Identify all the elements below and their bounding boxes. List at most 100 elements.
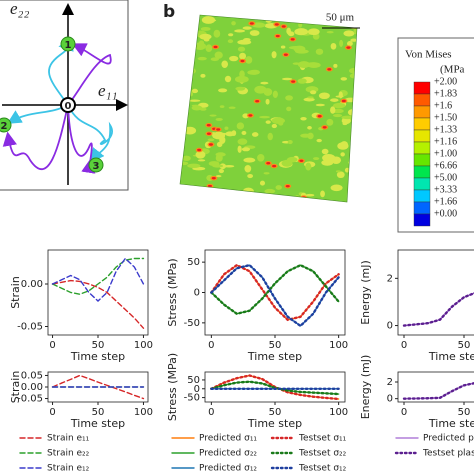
contour-blob xyxy=(263,172,270,175)
x-tick-label: 0 xyxy=(49,340,55,351)
panel-label: b xyxy=(163,2,175,22)
contour-blob xyxy=(247,174,254,179)
contour-blob xyxy=(229,55,239,62)
y-tick-label: 0 xyxy=(194,384,200,395)
contour-blob xyxy=(223,165,235,168)
contour-blob xyxy=(333,113,343,118)
contour-plot xyxy=(180,10,367,211)
contour-blob xyxy=(330,42,337,50)
hotspot xyxy=(213,45,218,49)
y-tick-label: -0.05 xyxy=(17,394,43,405)
contour-blob xyxy=(180,15,188,18)
contour-blob xyxy=(286,156,298,163)
contour-blob xyxy=(286,106,292,112)
y-tick-label: -50 xyxy=(184,393,200,404)
x-axis-label: Time step xyxy=(247,350,302,363)
colorbar-swatch xyxy=(413,165,431,179)
contour-blob xyxy=(297,61,310,69)
colorbar-frame xyxy=(397,37,474,233)
contour-blob xyxy=(356,156,357,163)
hotspot xyxy=(206,132,211,135)
axes-frame xyxy=(397,249,474,336)
legend-label: Testset σ₂₂ xyxy=(298,449,347,459)
contour-blob xyxy=(187,68,196,75)
legend-label: Testset σ₁₁ xyxy=(298,434,347,444)
contour-blob xyxy=(341,117,351,125)
contour-blob xyxy=(322,206,327,211)
series-line xyxy=(51,257,145,295)
contour-blob xyxy=(234,75,249,83)
x-tick-label: 50 xyxy=(458,340,471,351)
y-axis-label: Strain xyxy=(9,276,22,309)
x-tick-label: 100 xyxy=(329,407,348,418)
contour-blob xyxy=(356,98,357,105)
hotspot xyxy=(322,126,327,129)
contour-blob xyxy=(241,147,251,152)
hotspot xyxy=(249,22,254,25)
colorbar-label: +1.50 xyxy=(434,112,457,123)
contour-blob xyxy=(352,192,357,199)
hotspot xyxy=(283,53,288,56)
legend-label: Strain e₁₁ xyxy=(47,434,90,444)
contour-blob xyxy=(343,30,355,37)
hotspot xyxy=(272,164,277,168)
colorbar-unit: (MPa xyxy=(440,64,465,76)
plate-edge xyxy=(179,14,358,203)
hotspot xyxy=(290,38,295,41)
contour-blob xyxy=(330,106,336,114)
y-tick-label: 50 xyxy=(187,375,200,386)
colorbar-label: +1.16 xyxy=(434,136,457,147)
x-axis-label: Time step xyxy=(70,350,125,363)
x-tick-label: 50 xyxy=(269,407,282,418)
contour-blob xyxy=(303,97,315,102)
contour-blob xyxy=(187,163,201,169)
path-cyan xyxy=(67,104,113,163)
contour-blob xyxy=(360,139,366,145)
colorbar-label: +6.66 xyxy=(434,160,457,171)
contour-blob xyxy=(222,200,231,202)
node xyxy=(88,157,104,173)
x-tick-label: 100 xyxy=(329,340,348,351)
contour-blob xyxy=(256,198,263,202)
y-tick-label: 2 xyxy=(387,273,393,284)
contour-blob xyxy=(249,30,260,36)
hotspot xyxy=(299,159,304,162)
contour-blob xyxy=(235,86,246,91)
contour-blob xyxy=(297,10,301,13)
series-line xyxy=(403,382,474,400)
hotspot xyxy=(275,34,280,38)
legend-label: Predicted σ₁₁ xyxy=(199,434,257,444)
x-tick-label: 100 xyxy=(134,407,153,418)
contour-blob xyxy=(213,29,221,38)
y-tick-label: -50 xyxy=(184,318,200,329)
contour-blob xyxy=(225,131,235,137)
contour-blob xyxy=(339,39,344,47)
contour-blob xyxy=(363,11,367,14)
hotspot xyxy=(281,25,286,28)
contour-blob xyxy=(297,78,307,84)
legend-label: Strain e₂₂ xyxy=(47,449,90,459)
contour-blob xyxy=(267,132,273,141)
colorbar-label: +5.00 xyxy=(434,172,457,183)
series-line xyxy=(51,374,145,400)
colorbar-label: +1.66 xyxy=(434,196,457,207)
hotspot xyxy=(255,100,260,103)
contour-blob xyxy=(197,56,207,61)
contour-blob xyxy=(305,193,315,197)
contour-blob xyxy=(209,114,217,117)
contour-blob xyxy=(224,198,237,202)
contour-blob xyxy=(191,15,198,17)
contour-blob xyxy=(245,56,253,64)
contour-blob xyxy=(232,191,239,196)
contour-blob xyxy=(234,192,243,200)
node-label: 2 xyxy=(1,121,8,132)
hotspot xyxy=(274,23,279,26)
contour-blob xyxy=(227,39,234,44)
colorbar-swatch xyxy=(413,129,431,143)
hotspot xyxy=(285,184,290,188)
contour-blob xyxy=(358,133,364,136)
hotspot xyxy=(197,148,202,152)
x-axis-label: Time step xyxy=(428,350,474,363)
contour-blob xyxy=(272,90,278,99)
hotspot xyxy=(208,143,213,146)
